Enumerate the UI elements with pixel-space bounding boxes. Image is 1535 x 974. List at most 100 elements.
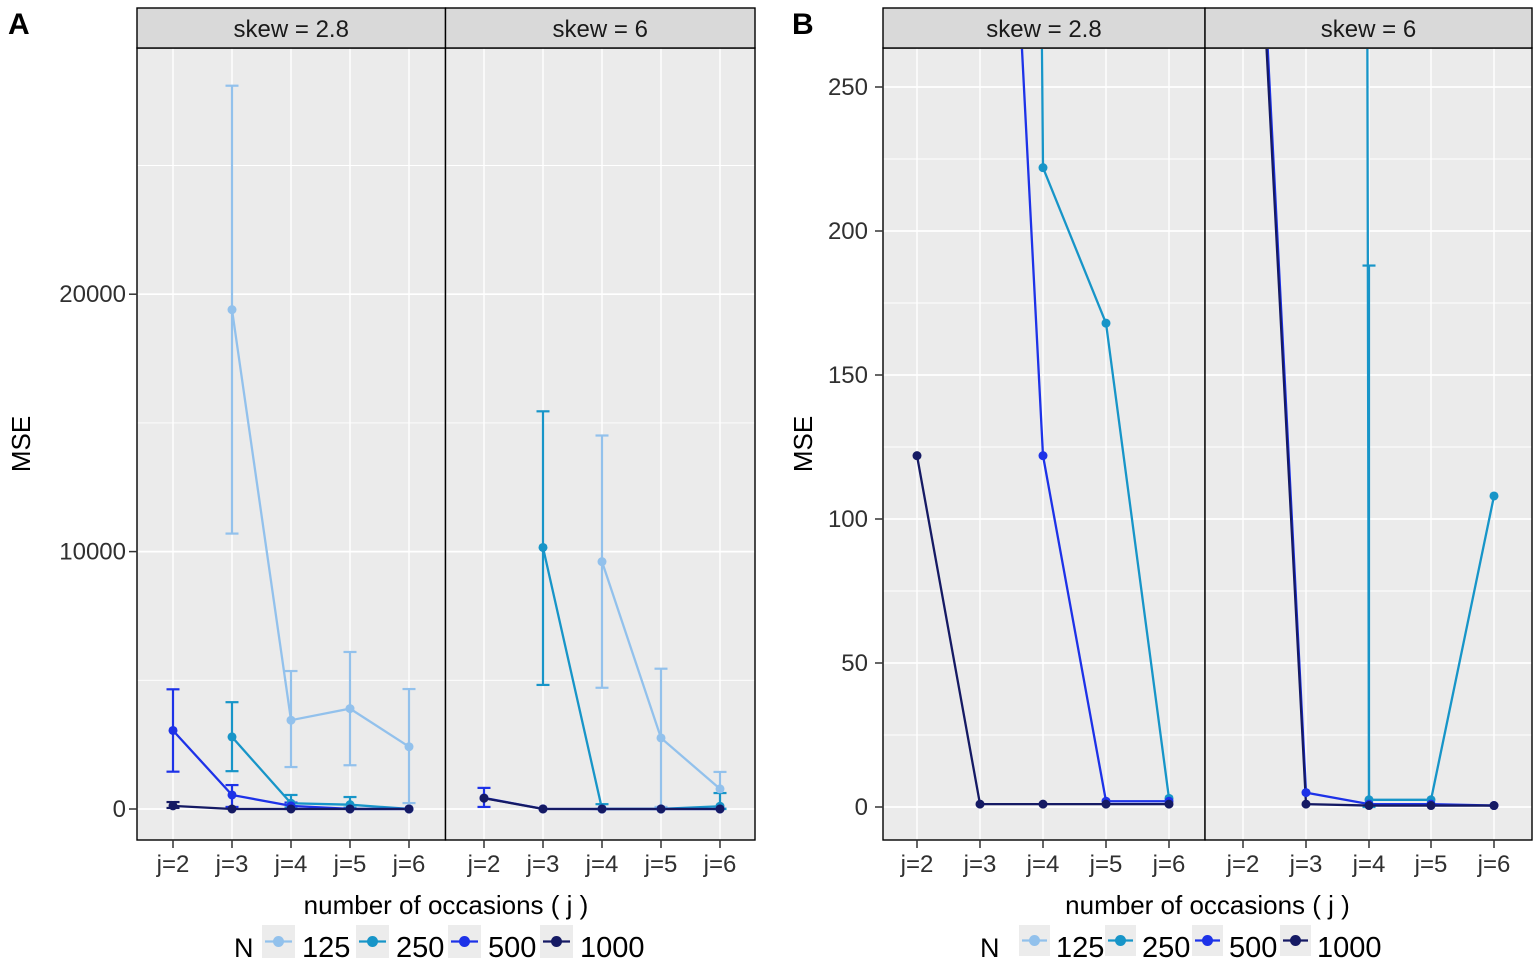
facet-strip	[136, 7, 447, 49]
facet-strip-label: skew = 2.8	[986, 16, 1101, 43]
data-point-125	[345, 704, 355, 714]
data-point-1000	[975, 799, 985, 809]
x-tick-label: j=6	[1477, 851, 1511, 878]
legend-key-point	[1290, 935, 1301, 946]
legend-key-1000	[1280, 925, 1311, 956]
data-point-125	[597, 557, 607, 567]
data-point-1000	[404, 804, 414, 814]
legend-key-1000	[540, 925, 573, 958]
data-point-250	[227, 732, 237, 742]
series-line-125	[230, 309, 410, 748]
panel-letter-A: A	[8, 8, 30, 41]
x-tick-label: j=6	[703, 851, 737, 878]
legend-title: N	[234, 933, 254, 963]
data-point-125	[227, 305, 237, 315]
x-axis-title: number of occasions ( j )	[1065, 890, 1350, 920]
data-point-1000	[1038, 799, 1048, 809]
series-line-250	[1366, 49, 1496, 801]
data-point-1000	[479, 793, 489, 803]
plot-background	[445, 48, 755, 840]
y-tick-label: 250	[828, 74, 868, 101]
facet-data	[166, 84, 416, 814]
x-tick-label: j=3	[1289, 851, 1323, 878]
legend-key-125	[262, 925, 295, 958]
y-tick-label: 10000	[59, 539, 126, 566]
data-point-1000	[1164, 799, 1174, 809]
y-tick-label: 0	[855, 794, 868, 821]
data-point-500	[1301, 788, 1311, 798]
x-tick-label: j=6	[392, 851, 426, 878]
data-point-1000	[715, 804, 725, 814]
data-point-250	[538, 542, 548, 552]
y-axis-title: MSE	[788, 416, 818, 472]
x-tick-label: j=4	[585, 851, 619, 878]
legend-key-point	[367, 936, 378, 947]
x-tick-label: j=5	[1089, 851, 1123, 878]
x-tick-label: j=2	[156, 851, 190, 878]
legend-entry-label: 125	[302, 932, 350, 964]
facet-right: skew = 6 j=2 j=3 j=4 j=5 j=6	[1204, 7, 1533, 878]
x-tick-label: j=5	[333, 851, 367, 878]
data-point-1000	[1301, 799, 1311, 809]
legend: N 125 250 500 1000	[234, 925, 645, 964]
legend-key-250	[356, 925, 389, 958]
data-point-1000	[168, 801, 178, 811]
data-point-1000	[345, 804, 355, 814]
data-point-1000	[1364, 801, 1374, 811]
y-tick-label: 50	[841, 650, 868, 677]
facet-data	[477, 410, 727, 814]
data-point-125	[715, 784, 725, 794]
data-point-1000	[1426, 801, 1436, 811]
legend-entry-label: 1000	[580, 932, 645, 964]
data-point-500	[227, 790, 237, 800]
legend-key-500	[1192, 925, 1223, 956]
legend-key-point	[273, 936, 284, 947]
series-line-250	[1040, 49, 1171, 799]
x-tick-label: j=4	[1352, 851, 1386, 878]
facet-data	[912, 49, 1174, 809]
legend-key-point	[1115, 935, 1126, 946]
y-tick-label: 20000	[59, 281, 126, 308]
facet-right: skew = 6 j=2 j=3 j=4 j=5 j=6	[444, 7, 756, 878]
plot-background	[883, 48, 1205, 840]
facet-left: skew = 2.8 j=2 j=3 j=4 j=5 j=6	[136, 7, 447, 878]
data-point-1000	[1101, 799, 1111, 809]
data-point-1000	[656, 804, 666, 814]
legend-entry-label: 500	[1229, 932, 1277, 964]
data-point-125	[286, 715, 296, 725]
data-point-250	[1038, 163, 1048, 173]
data-point-1000	[538, 804, 548, 814]
legend-key-125	[1019, 925, 1050, 956]
legend-key-point	[459, 936, 470, 947]
legend: N 125 250 500 1000	[980, 925, 1382, 964]
data-point-125	[404, 742, 414, 752]
x-tick-label: j=4	[274, 851, 308, 878]
data-point-1000	[227, 804, 237, 814]
facet-strip-label: skew = 6	[1321, 16, 1416, 43]
data-point-250	[1101, 318, 1111, 328]
data-point-1000	[597, 804, 607, 814]
legend-key-500	[448, 925, 481, 958]
facet-strip-label: skew = 2.8	[234, 16, 349, 43]
legend-title: N	[980, 933, 1000, 963]
series-line-250	[231, 736, 410, 811]
facet-data	[1265, 49, 1499, 811]
x-axis-title: number of occasions ( j )	[304, 890, 589, 920]
facet-strip	[1204, 7, 1533, 49]
y-tick-label: 0	[113, 796, 126, 823]
y-tick-label: 150	[828, 362, 868, 389]
x-tick-label: j=3	[963, 851, 997, 878]
x-tick-label: j=5	[1414, 851, 1448, 878]
y-axis-title: MSE	[6, 416, 36, 472]
legend-key-250	[1105, 925, 1136, 956]
data-point-1000	[1489, 801, 1499, 811]
data-point-1000	[286, 804, 296, 814]
y-tick-label: 100	[828, 506, 868, 533]
x-tick-label: j=2	[467, 851, 501, 878]
legend-entry-label: 1000	[1317, 932, 1382, 964]
panel-letter-B: B	[792, 8, 814, 41]
legend-entry-label: 250	[1142, 932, 1190, 964]
facet-strip	[444, 7, 756, 49]
